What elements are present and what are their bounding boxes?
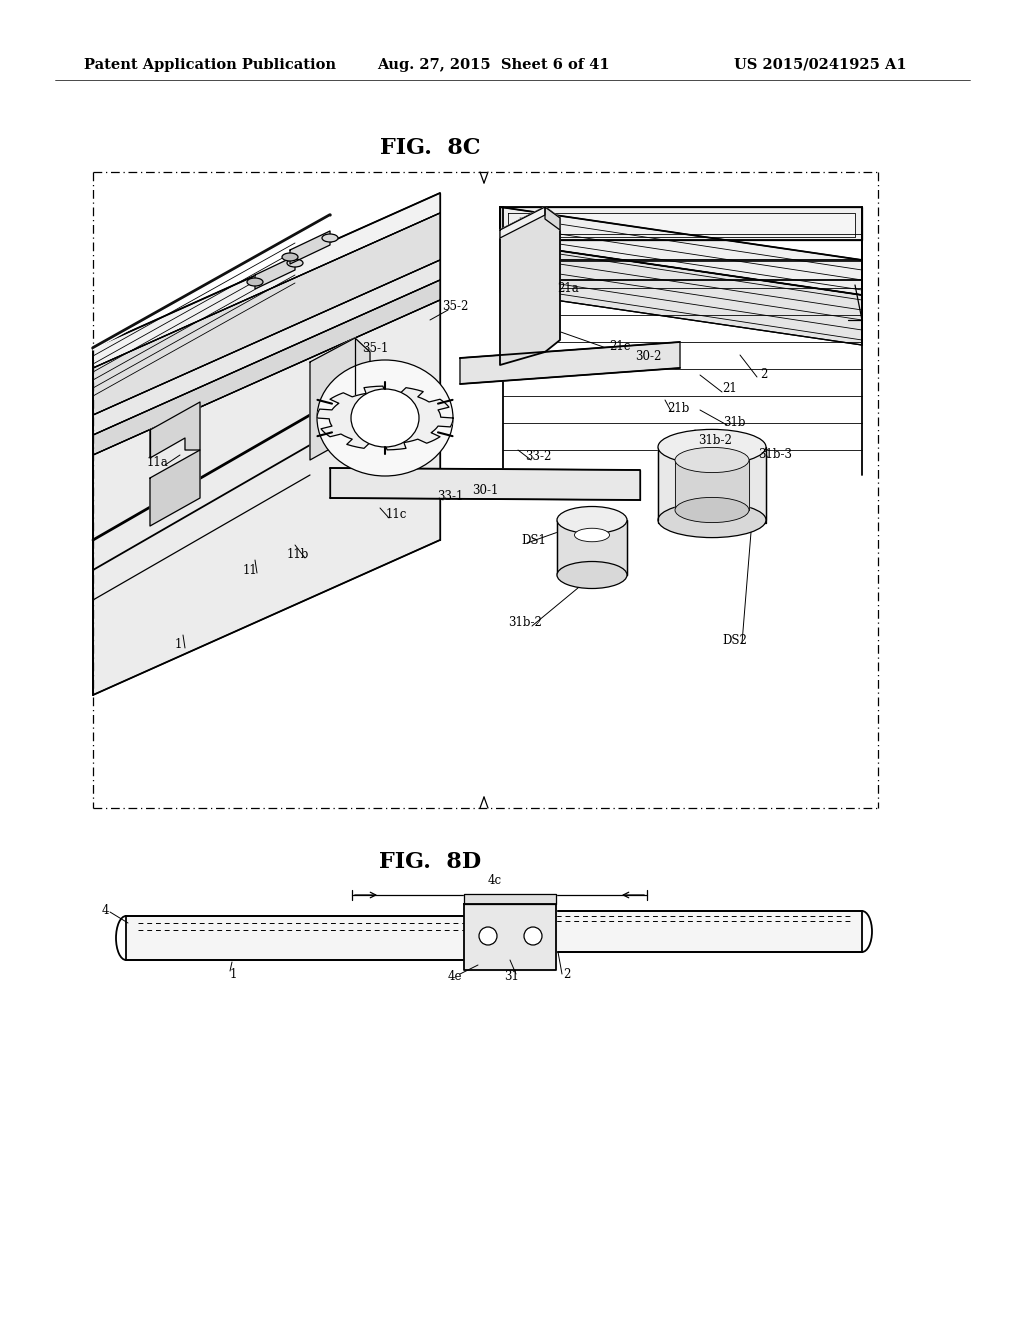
Polygon shape <box>290 231 330 264</box>
Polygon shape <box>658 451 766 520</box>
Ellipse shape <box>287 259 303 267</box>
Text: 2: 2 <box>563 968 570 981</box>
Text: Aug. 27, 2015  Sheet 6 of 41: Aug. 27, 2015 Sheet 6 of 41 <box>377 58 609 73</box>
Polygon shape <box>317 387 453 450</box>
Polygon shape <box>126 916 510 960</box>
Polygon shape <box>530 911 862 952</box>
Text: 31b: 31b <box>723 416 745 429</box>
Text: 30-1: 30-1 <box>472 483 499 496</box>
Polygon shape <box>255 256 295 289</box>
Polygon shape <box>464 894 556 904</box>
Text: FIG.  8D: FIG. 8D <box>379 851 481 873</box>
Text: 11: 11 <box>243 564 257 577</box>
Polygon shape <box>93 260 440 436</box>
Ellipse shape <box>247 279 263 286</box>
Text: 1: 1 <box>174 639 181 652</box>
Ellipse shape <box>557 507 627 533</box>
Text: 33-1: 33-1 <box>437 491 463 503</box>
Polygon shape <box>500 207 545 238</box>
Polygon shape <box>500 242 862 345</box>
Text: 31: 31 <box>505 970 519 983</box>
Text: Patent Application Publication: Patent Application Publication <box>84 58 336 73</box>
Polygon shape <box>330 469 640 500</box>
Text: 21c: 21c <box>609 339 631 352</box>
Ellipse shape <box>322 234 338 242</box>
Polygon shape <box>675 459 749 510</box>
Text: 35-2: 35-2 <box>441 300 468 313</box>
Circle shape <box>479 927 497 945</box>
Text: 21b: 21b <box>667 401 689 414</box>
Text: 31b-2: 31b-2 <box>508 616 542 630</box>
Text: 4e: 4e <box>447 970 462 983</box>
Polygon shape <box>150 450 200 525</box>
Text: 31b-2: 31b-2 <box>698 433 732 446</box>
Text: 21: 21 <box>723 381 737 395</box>
Text: 30-2: 30-2 <box>635 351 662 363</box>
Text: DS2: DS2 <box>723 634 748 647</box>
Polygon shape <box>93 193 440 368</box>
Ellipse shape <box>574 528 609 541</box>
Text: 33-2: 33-2 <box>525 450 551 463</box>
Text: 1: 1 <box>229 968 237 981</box>
Text: US 2015/0241925 A1: US 2015/0241925 A1 <box>733 58 906 73</box>
Polygon shape <box>500 207 862 294</box>
Polygon shape <box>503 207 862 475</box>
Polygon shape <box>508 213 855 238</box>
Text: 31b-3: 31b-3 <box>758 447 792 461</box>
Polygon shape <box>557 520 627 576</box>
Text: 4c: 4c <box>488 874 502 887</box>
Ellipse shape <box>557 561 627 589</box>
Text: FIG.  8C: FIG. 8C <box>380 137 480 158</box>
Polygon shape <box>93 213 440 414</box>
Ellipse shape <box>282 253 298 261</box>
Polygon shape <box>310 338 370 459</box>
Text: 35-1: 35-1 <box>361 342 388 355</box>
Polygon shape <box>658 447 766 523</box>
Polygon shape <box>93 300 440 696</box>
Text: 11a: 11a <box>147 455 169 469</box>
Text: 21a: 21a <box>557 281 579 294</box>
Text: 2: 2 <box>760 367 768 380</box>
Polygon shape <box>545 207 560 230</box>
Ellipse shape <box>675 498 749 523</box>
Ellipse shape <box>675 447 749 473</box>
Ellipse shape <box>317 360 453 477</box>
Text: 11c: 11c <box>385 508 407 521</box>
Polygon shape <box>500 207 862 240</box>
Ellipse shape <box>658 429 766 465</box>
Ellipse shape <box>658 503 766 537</box>
Polygon shape <box>500 207 560 366</box>
Polygon shape <box>464 904 556 970</box>
Ellipse shape <box>351 389 419 447</box>
Text: 4: 4 <box>101 903 109 916</box>
FancyBboxPatch shape <box>93 172 878 808</box>
Text: 11b: 11b <box>287 549 309 561</box>
Circle shape <box>524 927 542 945</box>
Polygon shape <box>93 280 440 455</box>
Polygon shape <box>460 342 680 384</box>
Polygon shape <box>150 403 200 458</box>
Text: DS1: DS1 <box>521 533 547 546</box>
